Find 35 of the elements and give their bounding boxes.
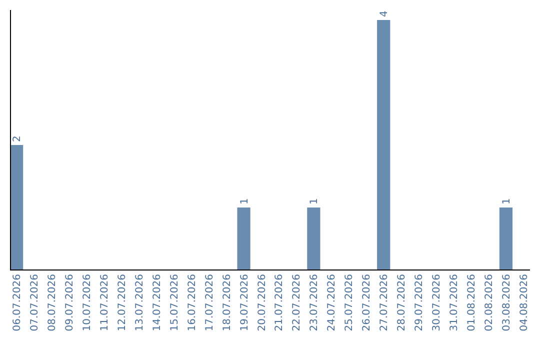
x-tick-label: 23.07.2026: [309, 274, 320, 332]
x-tick-label: 19.07.2026: [239, 274, 250, 332]
x-tick-label: 12.07.2026: [116, 274, 128, 332]
x-tick-label: 17.07.2026: [204, 274, 216, 332]
x-tick-label: 20.07.2026: [256, 274, 268, 332]
data-label: 1: [239, 198, 250, 204]
x-tick-label: 25.07.2026: [344, 274, 356, 332]
x-tick-label: 02.08.2026: [484, 274, 495, 332]
x-tick-label: 27.07.2026: [379, 274, 390, 332]
x-tick-label: 10.07.2026: [82, 274, 93, 332]
x-tick-label: 29.07.2026: [414, 274, 426, 332]
x-tick-label: 07.07.2026: [30, 274, 41, 332]
x-tick-label: 26.07.2026: [362, 274, 373, 332]
x-tick-label: 01.08.2026: [466, 274, 478, 332]
data-label: 1: [309, 198, 320, 204]
x-tick-label: 09.07.2026: [64, 274, 76, 332]
x-tick-label: 08.07.2026: [47, 274, 58, 332]
x-tick-label: 21.07.2026: [274, 274, 286, 332]
x-tick-label: 24.07.2026: [326, 274, 338, 332]
x-tick-label: 06.07.2026: [12, 274, 24, 332]
x-tick-label: 15.07.2026: [169, 274, 180, 332]
data-label: 1: [501, 198, 512, 204]
data-label: 4: [379, 10, 390, 17]
x-tick-label: 28.07.2026: [396, 274, 408, 332]
x-tick-label: 04.08.2026: [518, 274, 530, 332]
x-tick-label: 11.07.2026: [99, 274, 110, 332]
x-tick-label: 16.07.2026: [186, 274, 198, 332]
x-tick-label: 31.07.2026: [449, 274, 460, 332]
x-tick-label: 18.07.2026: [222, 274, 233, 332]
x-tick-label: 30.07.2026: [432, 274, 443, 332]
x-tick-label: 13.07.2026: [134, 274, 146, 332]
x-tick-label: 14.07.2026: [152, 274, 163, 332]
data-label: 2: [12, 136, 24, 142]
x-tick-label: 22.07.2026: [292, 274, 303, 332]
x-tick-label: 03.08.2026: [501, 274, 512, 332]
